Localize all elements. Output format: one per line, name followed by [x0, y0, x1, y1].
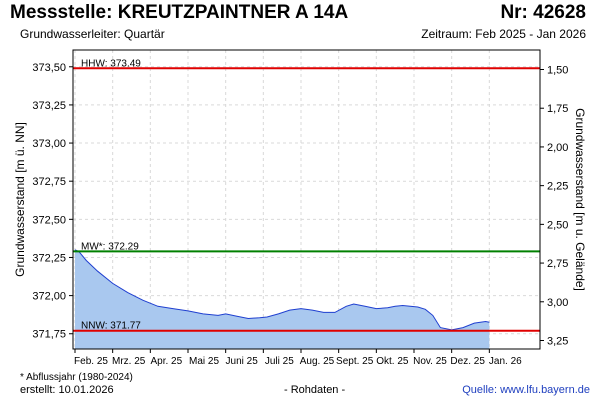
- created-date: erstellt: 10.01.2026: [20, 384, 114, 396]
- axis-ticks: 373,50 373,25 373,00 372,75 372,50 372,25 372,…: [32, 62, 568, 367]
- x-tick-label: Juni 25: [226, 356, 259, 367]
- y-axis-label: Grundwasserstand [m ü. NN]: [13, 122, 27, 277]
- x-tick-label: Jan. 26: [489, 356, 522, 367]
- water-level-area: [75, 249, 490, 349]
- ref-label-mw: MW*: 372.29: [81, 241, 139, 252]
- plot-frame: [72, 49, 541, 350]
- y-tick-label: 372,00: [32, 291, 66, 303]
- y2-tick-label: 3,00: [547, 297, 568, 309]
- footnote: * Abflussjahr (1980-2024): [20, 372, 133, 383]
- y2-tick-label: 2,00: [547, 142, 568, 154]
- x-tick-label: Nov. 25: [413, 356, 447, 367]
- x-tick-label: Apr. 25: [150, 356, 182, 367]
- x-tick-label: Mai 25: [189, 356, 219, 367]
- y2-tick-label: 2,50: [547, 219, 568, 231]
- ref-label-hhw: HHW: 373.49: [81, 58, 141, 69]
- y-tick-label: 371,75: [32, 329, 66, 341]
- y2-tick-label: 2,75: [547, 258, 568, 270]
- period-label: Zeitraum: Feb 2025 - Jan 2026: [421, 27, 586, 41]
- y-tick-label: 372,25: [32, 252, 66, 264]
- y-tick-label: 373,50: [32, 62, 66, 74]
- station-title: Messstelle: KREUTZPAINTNER A 14A: [10, 2, 349, 23]
- x-tick-label: Feb. 25: [74, 356, 108, 367]
- y-tick-label: 372,75: [32, 176, 66, 188]
- y-tick-label: 373,25: [32, 100, 66, 112]
- y2-tick-label: 1,50: [547, 65, 568, 77]
- grid: [73, 50, 540, 349]
- x-tick-label: Dez. 25: [450, 356, 485, 367]
- ref-label-nnw: NNW: 371.77: [81, 321, 141, 332]
- series-area: [74, 249, 490, 349]
- x-tick-label: Sept. 25: [336, 356, 374, 367]
- water-level-line: [74, 249, 490, 331]
- reference-lines: HHW: 373.49 MW*: 372.29 NNW: 371.77: [73, 58, 540, 332]
- x-tick-label: Okt. 25: [376, 356, 409, 367]
- x-tick-label: Mrz. 25: [112, 356, 146, 367]
- y-tick-label: 372,50: [32, 214, 66, 226]
- y-tick-label: 373,00: [32, 138, 66, 150]
- x-tick-label: Aug. 25: [300, 356, 335, 367]
- x-tick-label: Juli 25: [265, 356, 294, 367]
- y2-tick-label: 2,25: [547, 181, 568, 193]
- source-link[interactable]: Quelle: www.lfu.bayern.de: [462, 384, 590, 396]
- aquifer-label: Grundwasserleiter: Quartär: [20, 27, 165, 41]
- y2-tick-label: 1,75: [547, 103, 568, 115]
- y2-axis-label: Grundwasserstand [m u. Gelände]: [573, 108, 587, 291]
- rawdata-label: - Rohdaten -: [284, 384, 346, 396]
- station-number: Nr: 42628: [500, 2, 586, 23]
- y2-tick-label: 3,25: [547, 336, 568, 348]
